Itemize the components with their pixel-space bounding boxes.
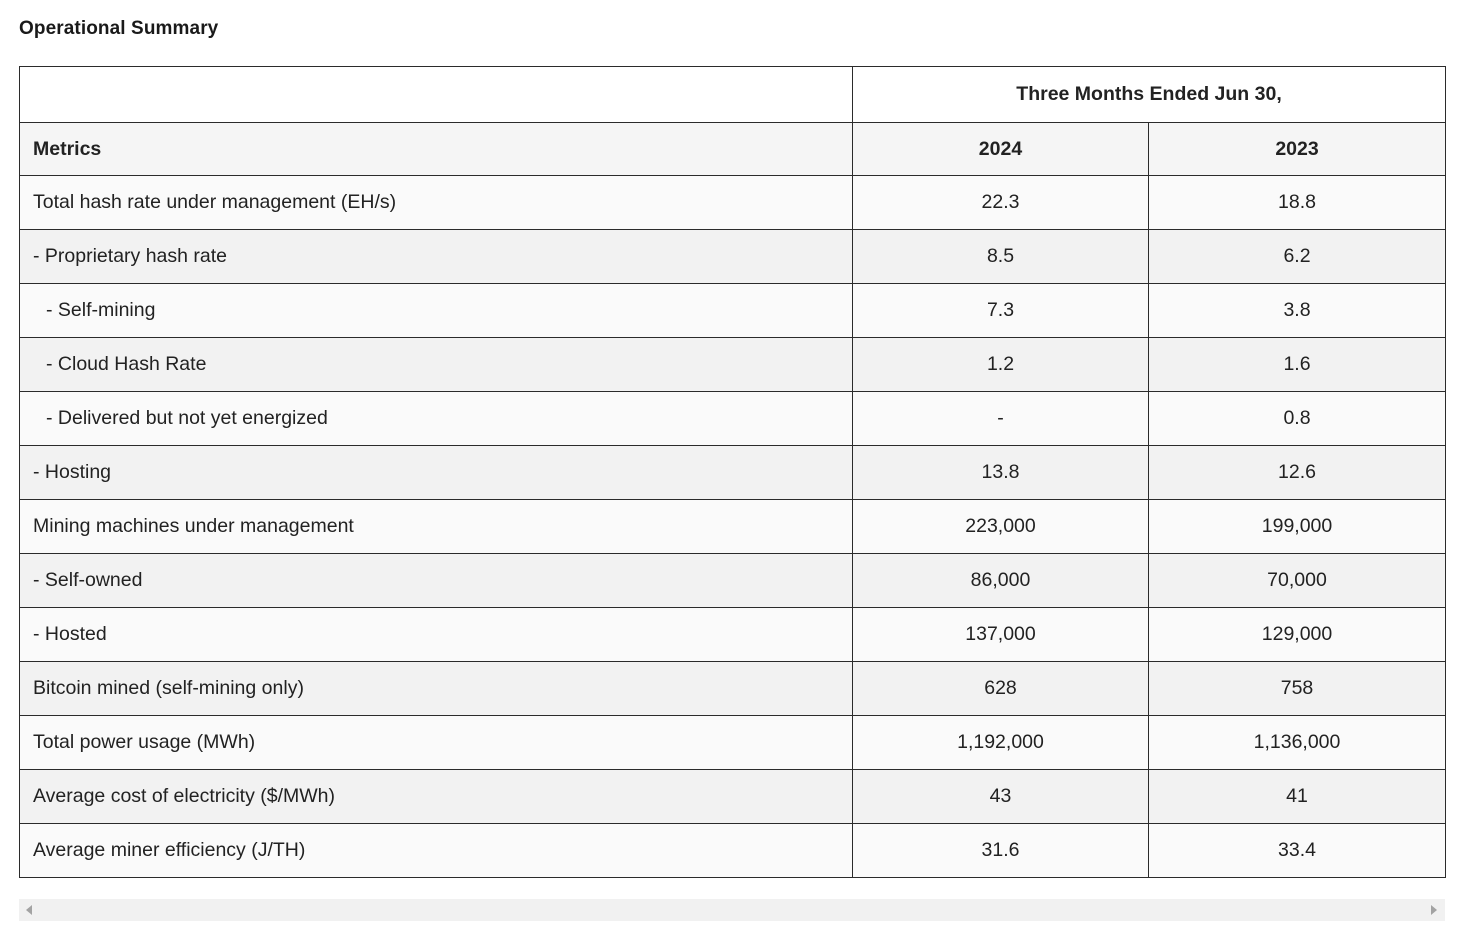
triangle-right-icon[interactable] xyxy=(1431,905,1437,915)
table-container: Three Months Ended Jun 30, Metrics 2024 … xyxy=(19,66,1447,878)
operational-summary-table: Three Months Ended Jun 30, Metrics 2024 … xyxy=(19,66,1447,878)
horizontal-scrollbar[interactable] xyxy=(19,899,1445,921)
year-header-2023: 2023 xyxy=(1147,122,1447,176)
value-2024: 13.8 xyxy=(852,445,1149,500)
table-row: Total power usage (MWh) 1,192,000 1,136,00… xyxy=(19,715,1447,770)
value-2023: 758 xyxy=(1147,661,1447,716)
value-2023: 18.8 xyxy=(1147,175,1447,230)
value-2023: 70,000 xyxy=(1147,553,1447,608)
metric-label: - Hosted xyxy=(19,607,853,662)
value-2024: 223,000 xyxy=(852,499,1149,554)
metric-label: - Proprietary hash rate xyxy=(19,229,853,284)
value-2024: 628 xyxy=(852,661,1149,716)
section-title: Operational Summary xyxy=(19,18,219,39)
value-2024: 43 xyxy=(852,769,1149,824)
value-2023: 12.6 xyxy=(1147,445,1447,500)
value-2023: 1.6 xyxy=(1147,337,1447,392)
value-2024: 31.6 xyxy=(852,823,1149,878)
metric-label: Total power usage (MWh) xyxy=(19,715,853,770)
table-row: - Proprietary hash rate 8.5 6.2 xyxy=(19,229,1447,284)
value-2024: 7.3 xyxy=(852,283,1149,338)
period-header-row: Three Months Ended Jun 30, xyxy=(19,66,1447,123)
value-2024: 137,000 xyxy=(852,607,1149,662)
period-header: Three Months Ended Jun 30, xyxy=(851,66,1447,123)
value-2024: 1,192,000 xyxy=(852,715,1149,770)
metric-label: Mining machines under management xyxy=(19,499,853,554)
table-body: Total hash rate under management (EH/s) 2… xyxy=(19,175,1447,878)
metric-label: Average cost of electricity ($/MWh) xyxy=(19,769,853,824)
table-row: Bitcoin mined (self-mining only) 628 758 xyxy=(19,661,1447,716)
table-row: - Hosted 137,000 129,000 xyxy=(19,607,1447,662)
value-2023: 3.8 xyxy=(1147,283,1447,338)
metric-label: - Delivered but not yet energized xyxy=(19,391,853,446)
header-empty-cell xyxy=(19,66,853,123)
value-2023: 0.8 xyxy=(1147,391,1447,446)
value-2024: - xyxy=(852,391,1149,446)
metric-label: Average miner efficiency (J/TH) xyxy=(19,823,853,878)
value-2023: 41 xyxy=(1147,769,1447,824)
metric-label: - Self-owned xyxy=(19,553,853,608)
metrics-header: Metrics xyxy=(19,122,853,176)
value-2024: 22.3 xyxy=(852,175,1149,230)
value-2024: 1.2 xyxy=(852,337,1149,392)
value-2023: 129,000 xyxy=(1147,607,1447,662)
metric-label: Bitcoin mined (self-mining only) xyxy=(19,661,853,716)
value-2024: 86,000 xyxy=(852,553,1149,608)
value-2023: 1,136,000 xyxy=(1147,715,1447,770)
table-row: - Self-owned 86,000 70,000 xyxy=(19,553,1447,608)
value-2024: 8.5 xyxy=(852,229,1149,284)
value-2023: 6.2 xyxy=(1147,229,1447,284)
value-2023: 33.4 xyxy=(1147,823,1447,878)
metric-label: - Hosting xyxy=(19,445,853,500)
table-row: - Delivered but not yet energized -0.8 xyxy=(19,391,1447,446)
triangle-left-icon[interactable] xyxy=(26,905,32,915)
table-row: Average cost of electricity ($/MWh) 43 41 xyxy=(19,769,1447,824)
table-row: - Hosting 13.8 12.6 xyxy=(19,445,1447,500)
table-row: Mining machines under management 223,000 1… xyxy=(19,499,1447,554)
table-row: Average miner efficiency (J/TH) 31.6 33.4 xyxy=(19,823,1447,878)
metric-label: Total hash rate under management (EH/s) xyxy=(19,175,853,230)
table-row: - Cloud Hash Rate 1.2 1.6 xyxy=(19,337,1447,392)
year-header-2024: 2024 xyxy=(852,122,1149,176)
metric-label: - Self-mining xyxy=(19,283,853,338)
metric-label: - Cloud Hash Rate xyxy=(19,337,853,392)
column-header-row: Metrics 2024 2023 xyxy=(19,122,1447,176)
value-2023: 199,000 xyxy=(1147,499,1447,554)
table-row: Total hash rate under management (EH/s) 2… xyxy=(19,175,1447,230)
table-row: - Self-mining 7.3 3.8 xyxy=(19,283,1447,338)
